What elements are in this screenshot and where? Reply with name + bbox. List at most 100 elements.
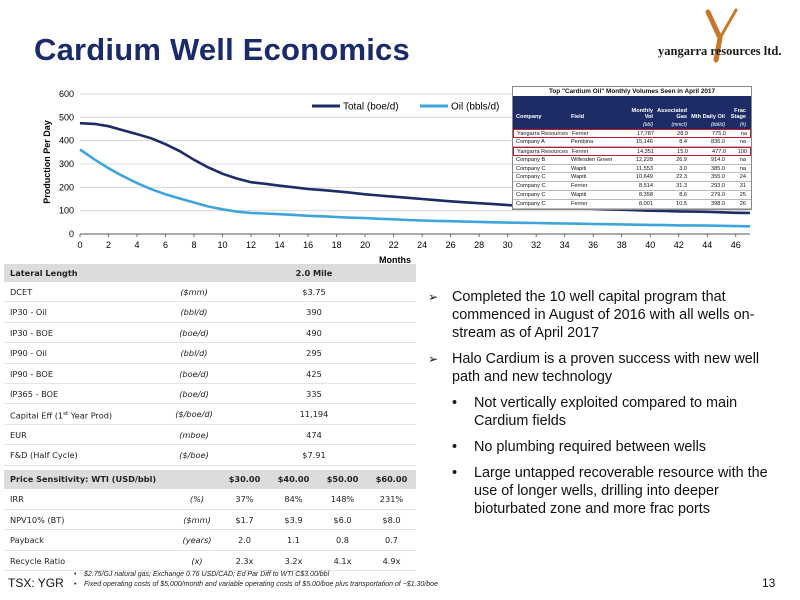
table-row: Company C Wapiti 10,649 22.3 355.0 24 xyxy=(513,173,751,183)
list-item: • Not vertically exploited compared to ma… xyxy=(428,394,778,430)
volume-col-unit: (bbl/d) xyxy=(710,122,725,128)
table-cell: 279.0 xyxy=(711,192,725,199)
metric-value: 390 xyxy=(306,307,322,318)
x-tick-label: 0 xyxy=(77,240,82,250)
x-tick-label: 6 xyxy=(163,240,168,250)
legend-label: Total (boe/d) xyxy=(343,102,399,113)
economics-header-value: 2.0 Mile xyxy=(295,268,333,278)
metric-label: IP365 - BOE xyxy=(10,388,59,399)
arrow-bullet-icon: ➢ xyxy=(428,290,439,304)
metric-value: 37% xyxy=(235,494,254,504)
metric-value: $3.9 xyxy=(284,514,303,525)
y-tick-label: 100 xyxy=(59,206,74,216)
metric-value: 490 xyxy=(306,327,322,338)
dot-bullet-icon: • xyxy=(452,395,458,411)
table-cell: 31.3 xyxy=(676,183,687,190)
x-tick-label: 34 xyxy=(560,240,570,250)
x-tick-label: 16 xyxy=(303,240,313,250)
metric-value: 84% xyxy=(284,494,303,504)
metric-label: Recycle Ratio xyxy=(10,555,66,566)
table-cell: 775.0 xyxy=(712,131,726,137)
metric-value: $8.0 xyxy=(382,514,401,525)
table-row: IP30 - Oil (bbl/d) 390 xyxy=(4,302,416,323)
table-cell: 355.0 xyxy=(711,174,725,181)
table-row: Company C Ferrier 8,514 31.3 293.0 31 xyxy=(513,182,751,192)
volume-col-header: Company xyxy=(516,114,542,120)
volume-col-unit xyxy=(513,122,571,129)
x-tick-label: 12 xyxy=(246,240,256,250)
metric-value: 0.8 xyxy=(335,535,350,545)
x-tick-label: 42 xyxy=(674,240,684,250)
metric-value: 2.3x xyxy=(235,555,254,566)
table-row: Recycle Ratio (x) 2.3x 3.2x 4.1x 4.9x xyxy=(4,551,416,571)
list-item: • No plumbing required between wells xyxy=(428,438,778,456)
metric-label: IP30 - BOE xyxy=(10,327,54,338)
table-cell: 477.0 xyxy=(712,148,726,155)
metric-value: 231% xyxy=(379,494,404,504)
metric-unit: (bbl/d) xyxy=(180,348,208,359)
table-cell: Company C xyxy=(516,192,546,199)
table-row: IRR (%) 37% 84% 148% 231% xyxy=(4,489,416,510)
ticker-symbol: TSX: YGR xyxy=(8,576,64,590)
economics-header-label: Lateral Length xyxy=(10,268,78,278)
table-row: Company C Ferrier 8,001 10.5 398.0 26 xyxy=(513,200,751,210)
volume-col-unit: (#) xyxy=(739,122,746,128)
metric-value: $1.7 xyxy=(235,514,254,525)
table-cell: Wapiti xyxy=(571,174,587,181)
table-cell: 8,001 xyxy=(639,201,653,208)
x-tick-label: 14 xyxy=(275,240,285,250)
volume-col-header: Monthly Vol xyxy=(631,108,653,120)
footnote: $2.75/GJ natural gas; Exchange 0.76 USD/… xyxy=(74,570,438,580)
table-cell: Willesden Green xyxy=(571,156,613,163)
metric-value: 11,194 xyxy=(299,409,329,420)
metric-unit: (boe/d) xyxy=(179,368,209,379)
metric-unit: (mboe) xyxy=(179,429,209,440)
volume-col-header: Field xyxy=(571,114,585,120)
table-row: Company C Wapiti 8,358 8.6 279.0 25 xyxy=(513,191,751,201)
table-cell: 11,553 xyxy=(636,165,653,172)
metric-label: F&D (Half Cycle) xyxy=(10,450,78,461)
table-cell: na xyxy=(740,131,747,137)
table-cell: 26.9 xyxy=(676,156,687,163)
x-tick-label: 38 xyxy=(617,240,627,250)
table-cell: Company C xyxy=(516,201,546,208)
table-cell: Company C xyxy=(516,183,546,190)
table-cell: 17,787 xyxy=(636,131,654,137)
table-cell: Ferrier xyxy=(572,148,589,155)
metric-value: $7.91 xyxy=(302,450,326,461)
table-cell: Company C xyxy=(516,174,546,181)
volume-table-subheader: (bbl) (mmcf) (bbl/d) (#) xyxy=(513,122,751,129)
table-row: Company A Pembina 15,146 8.4 836.0 na xyxy=(513,138,751,147)
metric-label: IP90 - Oil xyxy=(10,348,47,359)
table-cell: Ferrier xyxy=(571,201,588,208)
metric-label: IP30 - Oil xyxy=(10,307,47,318)
metric-unit: ($mm) xyxy=(183,514,211,525)
metric-label: IP90 - BOE xyxy=(10,368,54,379)
table-cell: 25 xyxy=(739,192,746,199)
table-row: IP30 - BOE (boe/d) 490 xyxy=(4,323,416,344)
y-tick-label: 400 xyxy=(59,136,74,146)
metric-value: 335 xyxy=(306,388,322,399)
price-column-header: $60.00 xyxy=(375,474,408,484)
table-cell: 26 xyxy=(739,201,746,208)
x-tick-label: 44 xyxy=(702,240,712,250)
x-tick-label: 30 xyxy=(503,240,513,250)
volume-col-header: Frac Stage xyxy=(730,108,746,120)
table-cell: 914.0 xyxy=(711,156,725,163)
volume-table-title: Top "Cardium Oil" Monthly Volumes Seen i… xyxy=(548,88,716,95)
table-cell: 8.4 xyxy=(679,138,687,145)
table-cell: 12,228 xyxy=(635,156,653,163)
arrow-bullet-icon: ➢ xyxy=(428,352,439,366)
table-cell: 28.9 xyxy=(677,131,688,137)
y-tick-label: 200 xyxy=(59,182,74,192)
table-cell: 100 xyxy=(737,148,747,155)
table-cell: na xyxy=(739,138,746,145)
y-tick-label: 300 xyxy=(59,159,74,169)
key-points-list: ➢ Completed the 10 well capital program t… xyxy=(428,288,778,526)
table-row: DCET ($mm) $3.75 xyxy=(4,282,416,303)
footnotes: $2.75/GJ natural gas; Exchange 0.76 USD/… xyxy=(74,570,438,590)
list-item-text: Large untapped recoverable resource with… xyxy=(474,465,768,517)
table-row: Company C Wapiti 11,553 3.0 385.0 na xyxy=(513,165,751,174)
metric-unit: (x) xyxy=(191,555,203,566)
metric-label: DCET xyxy=(10,287,33,297)
